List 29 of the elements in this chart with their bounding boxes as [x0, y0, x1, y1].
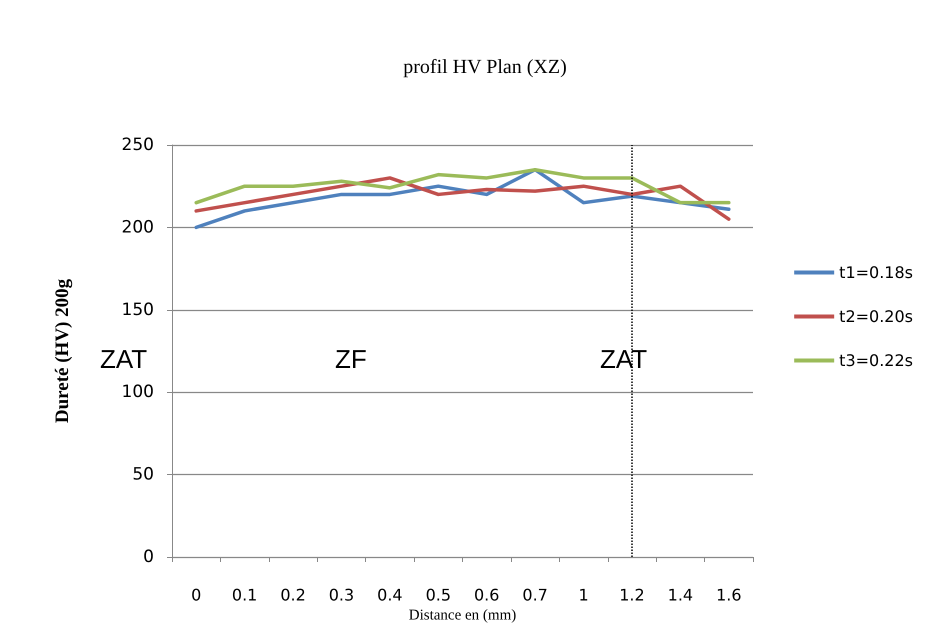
x-tick-label: 0.7: [522, 586, 548, 604]
y-tick-label: 50: [132, 464, 154, 485]
x-tick-label: 1: [578, 586, 589, 604]
y-tick-label: 0: [143, 547, 154, 567]
legend-label: t2=0.20s: [839, 307, 914, 326]
y-tick-label: 200: [122, 217, 154, 238]
x-axis-title: Distance en (mm): [408, 607, 516, 624]
legend-label: t1=0.18s: [839, 263, 914, 282]
x-tick-label: 0.6: [474, 586, 500, 604]
x-tick-label: 0.4: [377, 586, 403, 604]
x-tick-label: 1.2: [619, 586, 645, 604]
annotation: ZF: [335, 344, 367, 374]
y-tick-label: 100: [122, 382, 154, 402]
x-tick-label: 0.5: [426, 586, 452, 604]
x-tick-label: 0.3: [328, 586, 354, 604]
x-tick-label: 0.1: [232, 586, 258, 604]
text: ZAT: [100, 344, 148, 374]
legend-label: t3=0.22s: [839, 351, 914, 370]
y-axis-title: Dureté (HV) 200g: [52, 278, 73, 424]
x-tick-label: 1.6: [716, 586, 742, 604]
y-tick-label: 250: [122, 135, 154, 155]
line-series: [194, 176, 731, 221]
annotation: ZAT: [600, 344, 648, 374]
x-tick-label: 1.4: [668, 586, 694, 604]
chart-title: profil HV Plan (XZ): [403, 56, 567, 78]
y-tick-label: 150: [122, 300, 154, 320]
x-tick-label: 0: [191, 586, 202, 604]
line-series: [194, 168, 731, 204]
x-tick-label: 0.2: [280, 586, 306, 604]
